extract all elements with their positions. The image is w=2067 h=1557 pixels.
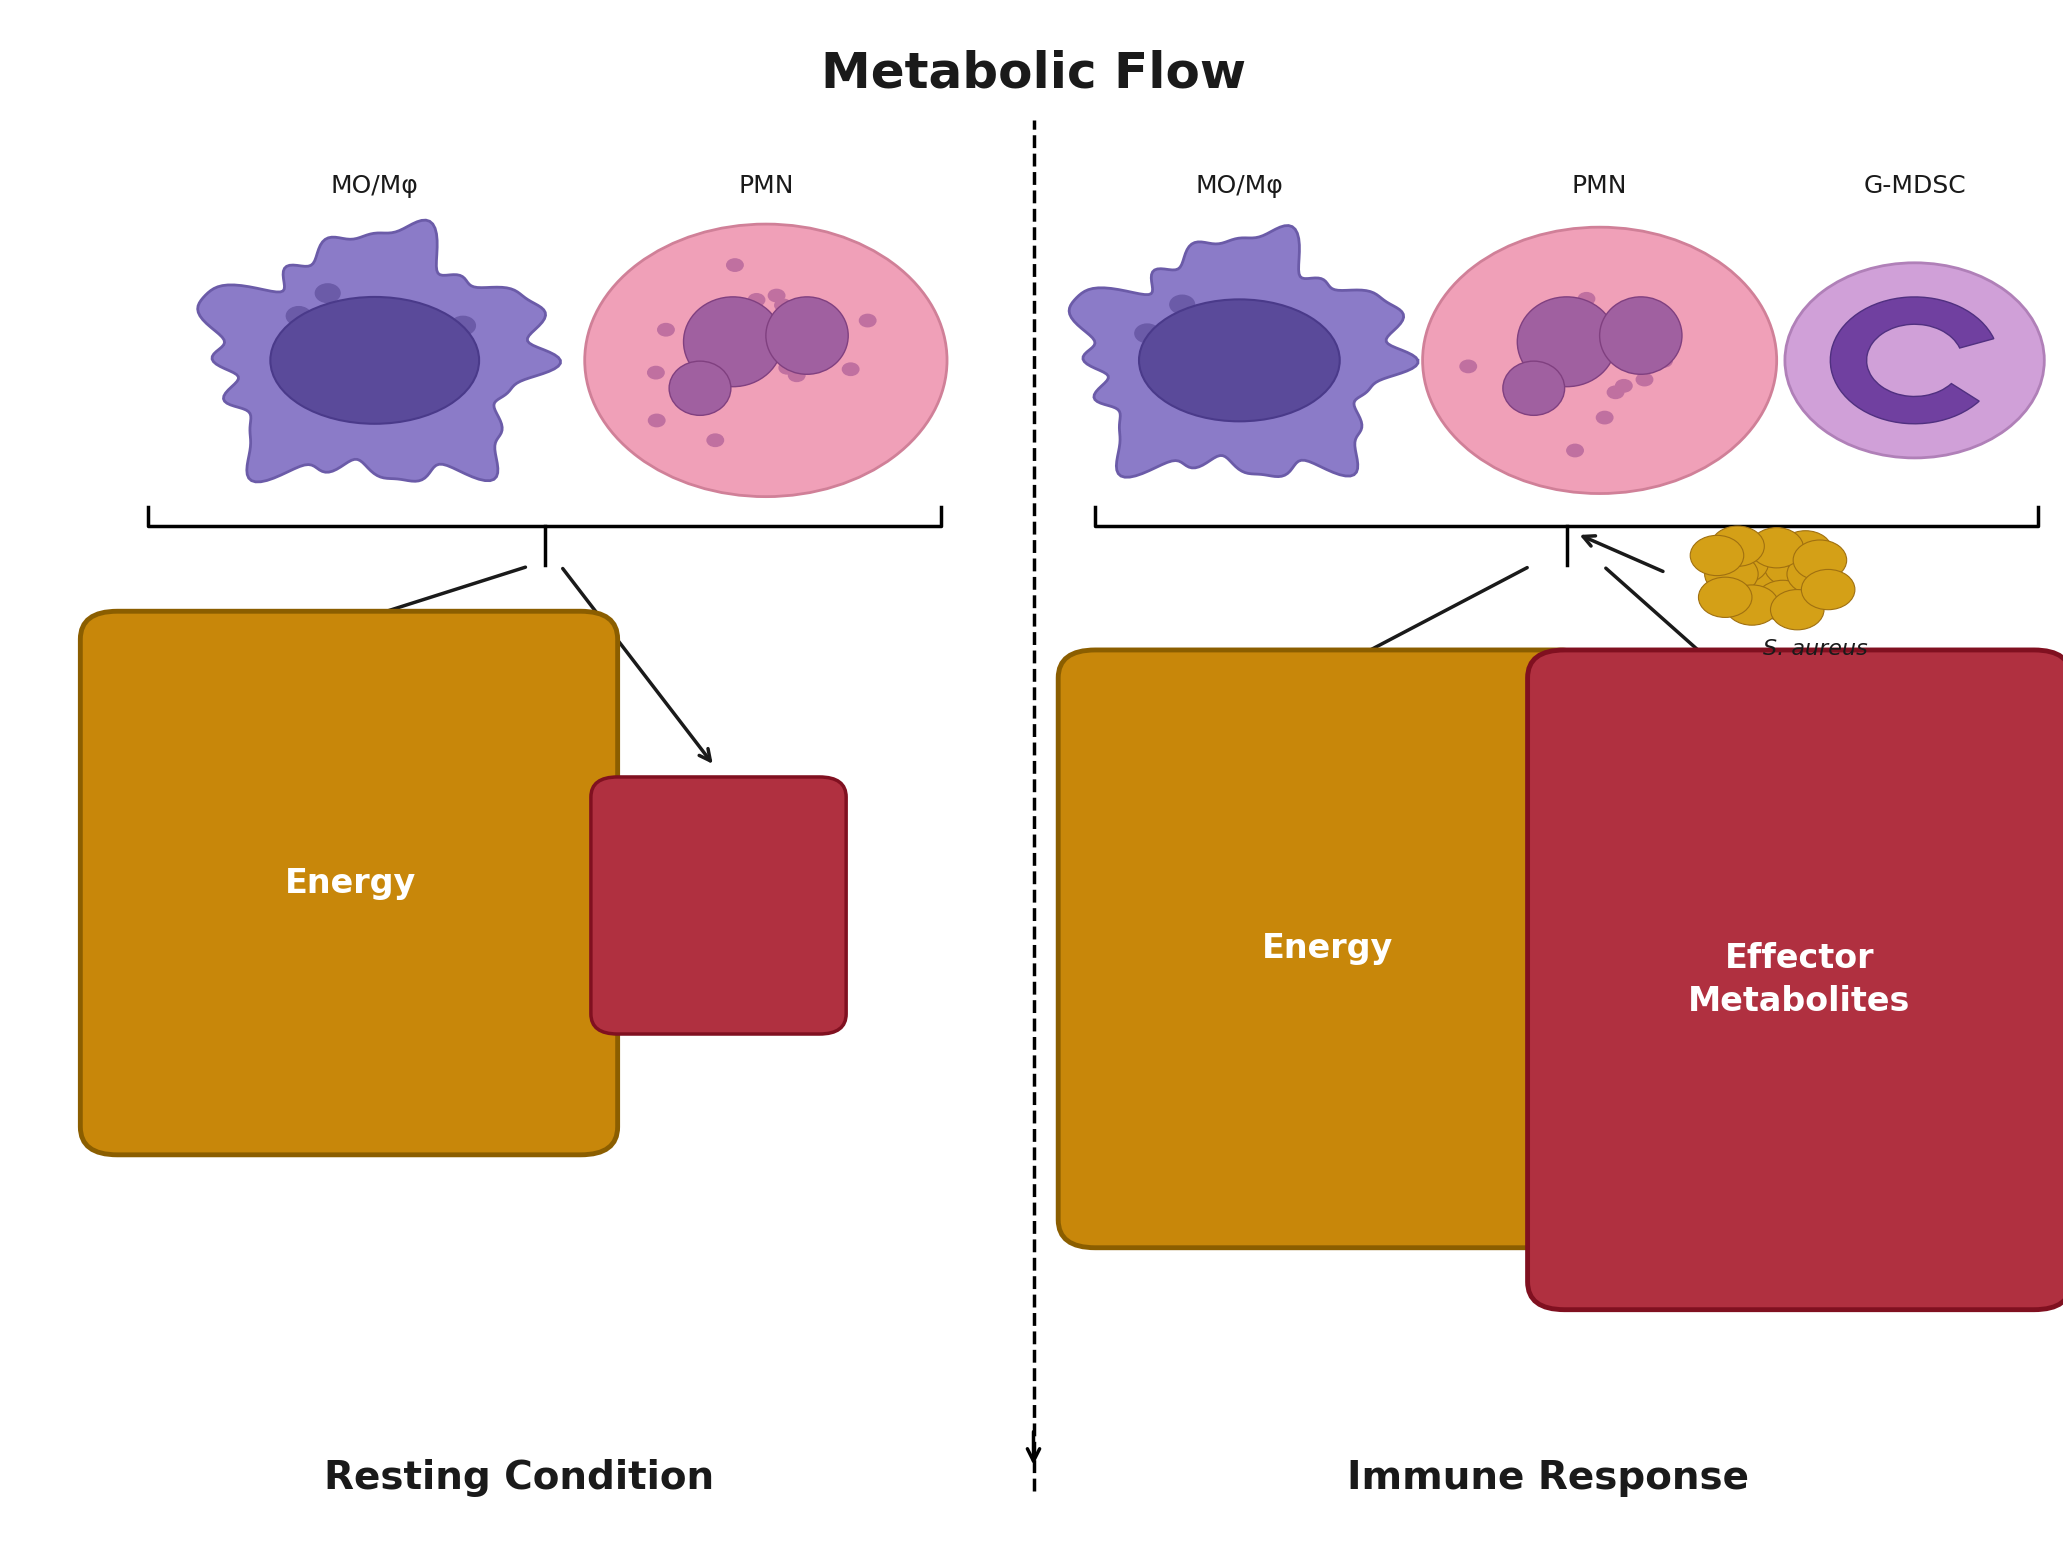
Circle shape xyxy=(1257,383,1282,402)
Circle shape xyxy=(748,294,765,307)
Ellipse shape xyxy=(1583,327,1625,350)
Circle shape xyxy=(860,315,876,327)
Circle shape xyxy=(1209,325,1234,344)
Circle shape xyxy=(1205,381,1230,400)
Circle shape xyxy=(647,366,664,378)
Circle shape xyxy=(1656,355,1672,367)
Circle shape xyxy=(728,355,744,367)
Circle shape xyxy=(1711,526,1765,567)
Text: MO/Mφ: MO/Mφ xyxy=(1195,174,1284,198)
Circle shape xyxy=(1738,561,1792,601)
Circle shape xyxy=(1596,411,1612,424)
Circle shape xyxy=(779,361,796,374)
FancyBboxPatch shape xyxy=(1528,649,2067,1309)
Polygon shape xyxy=(1069,226,1418,476)
Circle shape xyxy=(1649,318,1666,330)
Circle shape xyxy=(1716,543,1769,584)
Circle shape xyxy=(1691,536,1745,576)
Text: Metabolic Flow: Metabolic Flow xyxy=(821,50,1246,98)
Circle shape xyxy=(1637,374,1654,386)
Circle shape xyxy=(1579,293,1596,305)
Circle shape xyxy=(1800,570,1854,610)
Ellipse shape xyxy=(670,361,732,416)
Circle shape xyxy=(1604,338,1621,349)
Circle shape xyxy=(585,224,947,497)
Circle shape xyxy=(362,324,387,343)
Circle shape xyxy=(736,339,752,352)
Circle shape xyxy=(775,299,792,311)
Text: MO/Mφ: MO/Mφ xyxy=(331,174,420,198)
Circle shape xyxy=(1629,330,1645,343)
Circle shape xyxy=(316,283,341,302)
Circle shape xyxy=(287,307,310,325)
Circle shape xyxy=(1757,581,1809,621)
Text: Effector
Metabolites: Effector Metabolites xyxy=(1689,942,1910,1018)
Ellipse shape xyxy=(767,297,847,374)
Text: Energy: Energy xyxy=(285,867,415,900)
Circle shape xyxy=(451,316,475,335)
Text: Energy: Energy xyxy=(1263,933,1393,965)
Ellipse shape xyxy=(701,355,734,375)
Ellipse shape xyxy=(684,297,781,386)
Circle shape xyxy=(1786,263,2044,458)
Circle shape xyxy=(1271,383,1296,402)
Ellipse shape xyxy=(271,297,480,424)
Circle shape xyxy=(728,258,744,271)
Circle shape xyxy=(1635,346,1652,358)
Circle shape xyxy=(1616,380,1633,392)
Circle shape xyxy=(1788,554,1840,595)
Ellipse shape xyxy=(1503,361,1565,416)
Circle shape xyxy=(1652,338,1668,350)
Ellipse shape xyxy=(1139,299,1339,422)
Circle shape xyxy=(1705,554,1759,595)
Circle shape xyxy=(1567,444,1583,456)
Circle shape xyxy=(1135,324,1160,343)
Circle shape xyxy=(395,378,420,397)
Text: Resting Condition: Resting Condition xyxy=(325,1459,713,1498)
Polygon shape xyxy=(198,220,560,481)
Circle shape xyxy=(657,324,674,336)
Circle shape xyxy=(325,400,349,419)
Circle shape xyxy=(788,369,804,381)
Text: PMN: PMN xyxy=(1571,174,1627,198)
Circle shape xyxy=(1771,590,1823,631)
Ellipse shape xyxy=(1600,297,1683,374)
Ellipse shape xyxy=(1517,297,1616,386)
Circle shape xyxy=(1573,315,1587,327)
Circle shape xyxy=(1170,296,1195,315)
Circle shape xyxy=(769,290,785,302)
Wedge shape xyxy=(1829,297,1995,424)
Circle shape xyxy=(316,327,341,346)
Circle shape xyxy=(1765,547,1817,587)
Circle shape xyxy=(451,339,475,357)
Text: G-MDSC: G-MDSC xyxy=(1862,174,1966,198)
Circle shape xyxy=(1780,531,1831,571)
Circle shape xyxy=(424,311,446,330)
Circle shape xyxy=(1699,578,1753,618)
Circle shape xyxy=(1459,360,1476,372)
Ellipse shape xyxy=(1534,355,1567,375)
Circle shape xyxy=(843,363,860,375)
FancyBboxPatch shape xyxy=(81,612,618,1155)
Circle shape xyxy=(1751,528,1802,568)
Circle shape xyxy=(1228,301,1253,319)
Text: S. aureus: S. aureus xyxy=(1763,638,1869,659)
FancyBboxPatch shape xyxy=(591,777,845,1034)
Circle shape xyxy=(1726,585,1780,626)
Circle shape xyxy=(1182,395,1207,414)
Circle shape xyxy=(1246,375,1271,394)
Circle shape xyxy=(649,414,666,427)
Circle shape xyxy=(1422,227,1778,494)
Circle shape xyxy=(397,322,422,341)
Circle shape xyxy=(1794,540,1846,581)
Circle shape xyxy=(707,434,723,447)
Text: PMN: PMN xyxy=(738,174,794,198)
FancyBboxPatch shape xyxy=(1058,649,1596,1247)
Text: Immune Response: Immune Response xyxy=(1348,1459,1749,1498)
Ellipse shape xyxy=(750,327,790,350)
Circle shape xyxy=(1284,355,1308,374)
Circle shape xyxy=(1608,386,1625,399)
